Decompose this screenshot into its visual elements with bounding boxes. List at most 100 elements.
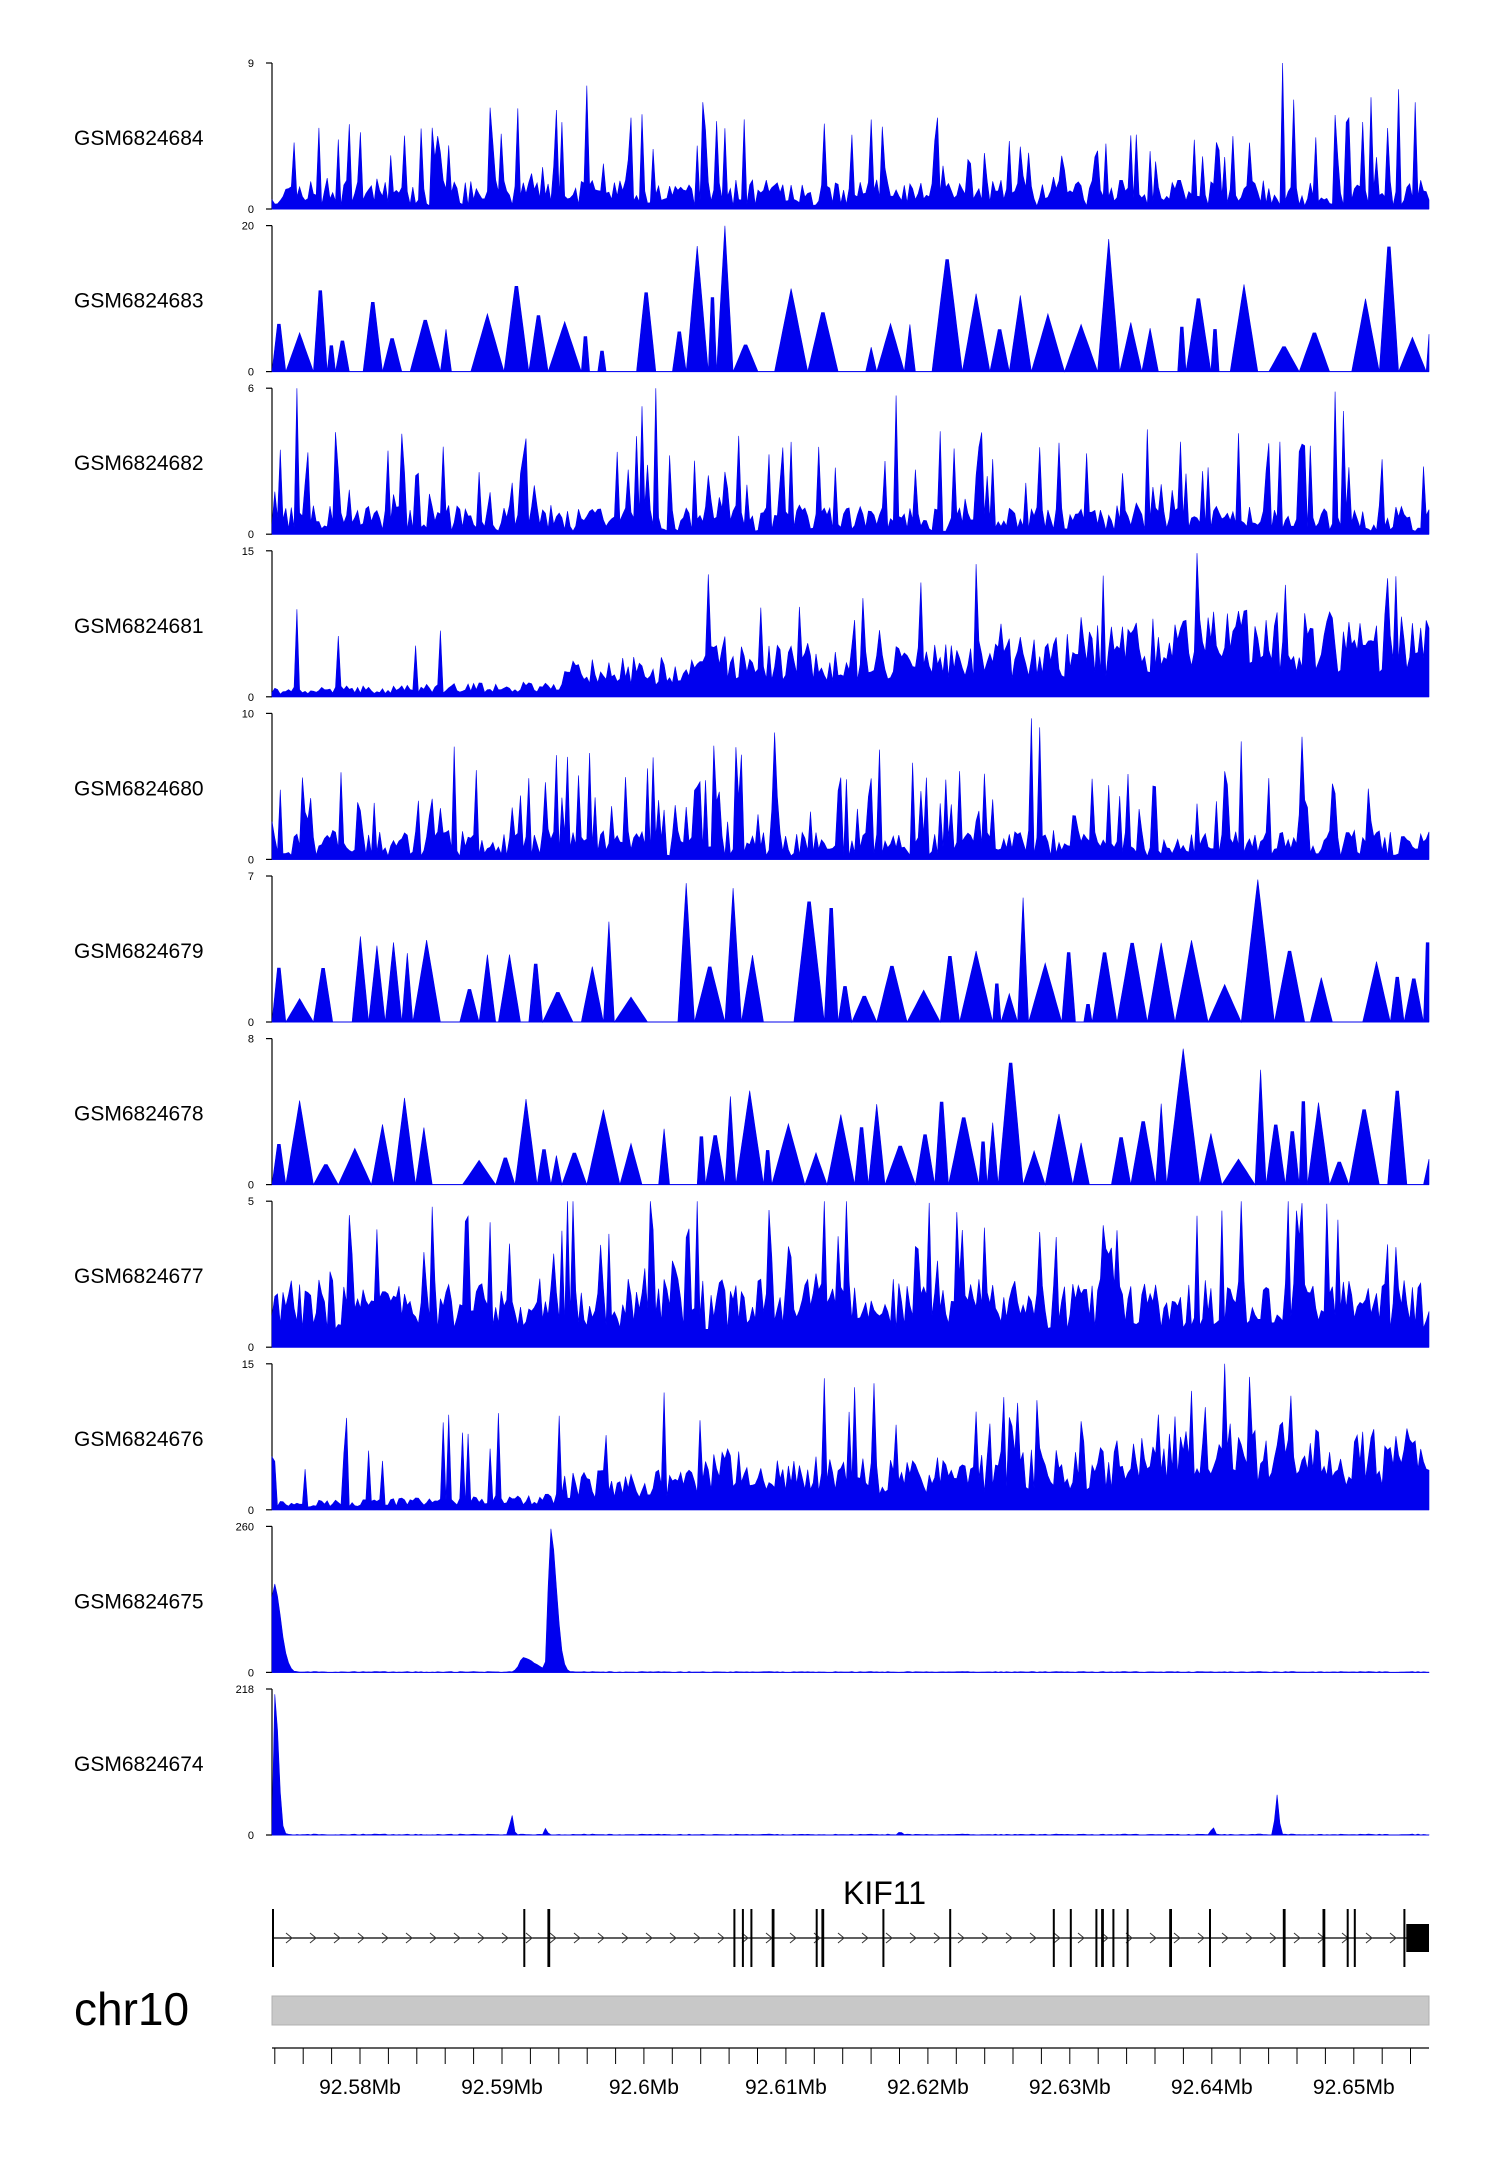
coverage-tracks: GSM682468490GSM6824683200GSM682468260GSM… — [74, 58, 1430, 1842]
strand-arrow — [1197, 1932, 1205, 1944]
strand-arrow — [453, 1932, 461, 1944]
gene-exon — [1052, 1909, 1055, 1967]
strand-arrow — [981, 1932, 989, 1944]
y-max-label: 7 — [248, 871, 254, 883]
strand-arrow — [693, 1932, 701, 1944]
chromosome-track: chr10 — [74, 1983, 1430, 2035]
track-GSM6824683: GSM6824683 20 0 — [74, 221, 1430, 379]
coverage-area — [271, 225, 1430, 373]
gene-track: KIF11 — [272, 1875, 1429, 1967]
gene-exon — [733, 1909, 736, 1967]
y-min-label: 0 — [248, 1505, 254, 1517]
strand-arrow — [525, 1932, 533, 1944]
strand-arrow — [1269, 1932, 1277, 1944]
x-tick-label: 92.61Mb — [745, 2076, 827, 2099]
strand-arrow — [1029, 1932, 1037, 1944]
gene-exon — [1126, 1909, 1129, 1967]
track-GSM6824678: GSM6824678 8 0 — [74, 1034, 1430, 1192]
strand-arrow — [645, 1932, 653, 1944]
strand-arrow — [789, 1932, 797, 1944]
strand-arrow — [621, 1932, 629, 1944]
strand-arrow — [1101, 1932, 1109, 1944]
track-label: GSM6824674 — [74, 1753, 204, 1776]
gene-exon — [1403, 1909, 1406, 1967]
x-tick-label: 92.59Mb — [461, 2076, 543, 2099]
coverage-area — [271, 388, 1430, 535]
track-GSM6824675: GSM6824675 260 0 — [74, 1521, 1430, 1679]
strand-arrow — [381, 1932, 389, 1944]
track-label: GSM6824677 — [74, 1265, 204, 1288]
coverage-area — [271, 1048, 1430, 1186]
gene-exon — [1282, 1909, 1286, 1967]
strand-arrow — [717, 1932, 725, 1944]
strand-arrow — [429, 1932, 437, 1944]
y-max-label: 6 — [248, 383, 254, 395]
strand-arrow — [1149, 1932, 1157, 1944]
y-min-label: 0 — [248, 1017, 254, 1029]
strand-arrow — [957, 1932, 965, 1944]
y-max-label: 10 — [242, 708, 254, 720]
strand-arrow — [357, 1932, 365, 1944]
strand-arrow — [333, 1932, 341, 1944]
track-GSM6824677: GSM6824677 5 0 — [74, 1196, 1430, 1354]
strand-arrow — [1293, 1932, 1301, 1944]
x-tick-label: 92.63Mb — [1029, 2076, 1111, 2099]
gene-exon — [815, 1909, 818, 1967]
y-max-label: 20 — [242, 221, 254, 233]
y-min-label: 0 — [248, 1180, 254, 1192]
strand-arrow — [597, 1932, 605, 1944]
x-tick-label: 92.64Mb — [1171, 2076, 1253, 2099]
gene-exon — [1346, 1909, 1349, 1967]
gene-exon — [882, 1909, 885, 1967]
strand-arrow — [1173, 1932, 1181, 1944]
y-max-label: 15 — [242, 1359, 254, 1371]
strand-arrow — [909, 1932, 917, 1944]
gene-exon — [1169, 1909, 1172, 1967]
track-label: GSM6824682 — [74, 452, 204, 475]
gene-exon — [1095, 1909, 1098, 1967]
coverage-area — [271, 879, 1430, 1024]
gene-exon — [750, 1909, 753, 1967]
gene-exon — [1322, 1909, 1326, 1967]
strand-arrow — [1245, 1932, 1253, 1944]
gene-label: KIF11 — [843, 1875, 926, 1911]
gene-exon — [821, 1909, 825, 1967]
gene-exon — [741, 1909, 744, 1967]
x-tick-label: 92.6Mb — [609, 2076, 679, 2099]
y-max-label: 15 — [242, 546, 254, 558]
y-min-label: 0 — [248, 204, 254, 216]
track-GSM6824681: GSM6824681 15 0 — [74, 546, 1430, 704]
track-label: GSM6824678 — [74, 1103, 204, 1126]
genomic-axis: 92.58Mb 92.59Mb 92.6Mb 92.61Mb 92.62Mb 92.63M… — [272, 2047, 1429, 2099]
track-label: GSM6824680 — [74, 777, 204, 800]
x-tick-label: 92.62Mb — [887, 2076, 969, 2099]
track-label: GSM6824679 — [74, 940, 204, 963]
strand-arrow — [885, 1932, 893, 1944]
ideogram-band — [271, 1995, 1430, 2026]
y-max-label: 9 — [248, 58, 254, 70]
gene-exon — [1069, 1909, 1072, 1967]
x-tick-label: 92.58Mb — [319, 2076, 401, 2099]
gene-exon — [949, 1909, 952, 1967]
x-tick-label: 92.65Mb — [1313, 2076, 1395, 2099]
strand-arrow — [837, 1932, 845, 1944]
strand-arrow — [1053, 1932, 1061, 1944]
track-GSM6824682: GSM6824682 6 0 — [74, 383, 1430, 541]
strand-arrow — [285, 1932, 293, 1944]
track-GSM6824674: GSM6824674 218 0 — [74, 1684, 1430, 1842]
strand-arrow — [477, 1932, 485, 1944]
strand-arrow — [1389, 1932, 1397, 1944]
track-label: GSM6824684 — [74, 127, 204, 150]
chromosome-label: chr10 — [74, 1983, 189, 2035]
strand-arrow — [861, 1932, 869, 1944]
track-GSM6824680: GSM6824680 10 0 — [74, 708, 1430, 866]
strand-arrow — [405, 1932, 413, 1944]
coverage-area — [271, 1201, 1430, 1348]
y-min-label: 0 — [248, 1830, 254, 1842]
strand-arrow — [573, 1932, 581, 1944]
y-max-label: 260 — [236, 1521, 254, 1533]
gene-exon — [1112, 1909, 1115, 1967]
y-min-label: 0 — [248, 367, 254, 379]
coverage-area — [271, 62, 1430, 210]
